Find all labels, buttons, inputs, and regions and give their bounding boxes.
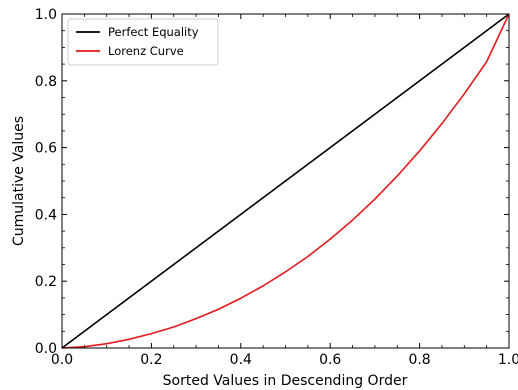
y-tick-label: 0.2 bbox=[35, 274, 57, 290]
y-tick-label: 1.0 bbox=[35, 7, 57, 23]
series-line-lorenz-curve bbox=[61, 13, 510, 349]
y-axis-title: Cumulative Values bbox=[11, 116, 27, 246]
x-tick-label: 0.6 bbox=[319, 352, 341, 368]
x-axis-title: Sorted Values in Descending Order bbox=[163, 373, 408, 389]
legend-label-perfect-equality: Perfect Equality bbox=[108, 25, 199, 39]
y-tick-label: 0.8 bbox=[35, 74, 57, 90]
y-tick-label: 0.0 bbox=[35, 341, 57, 357]
plot-layer bbox=[61, 13, 510, 349]
x-tick-label: 0.8 bbox=[408, 352, 430, 368]
x-tick-label: 0.2 bbox=[140, 352, 162, 368]
x-tick-label: 0.0 bbox=[51, 352, 73, 368]
legend: Perfect Equality Lorenz Curve bbox=[67, 18, 219, 66]
legend-label-lorenz-curve: Lorenz Curve bbox=[108, 44, 184, 58]
y-tick-label: 0.4 bbox=[35, 207, 57, 223]
y-tick-label: 0.6 bbox=[35, 141, 57, 157]
axis-layer: 0.0 0.2 0.4 0.6 0.8 1.0 0.0 0.2 0.4 0.6 0.8 1.0 bbox=[35, 7, 518, 368]
series-line-perfect-equality bbox=[61, 13, 510, 349]
x-tick-label: 0.4 bbox=[230, 352, 252, 368]
x-tick-label: 1.0 bbox=[498, 352, 518, 368]
legend-box bbox=[67, 18, 219, 66]
